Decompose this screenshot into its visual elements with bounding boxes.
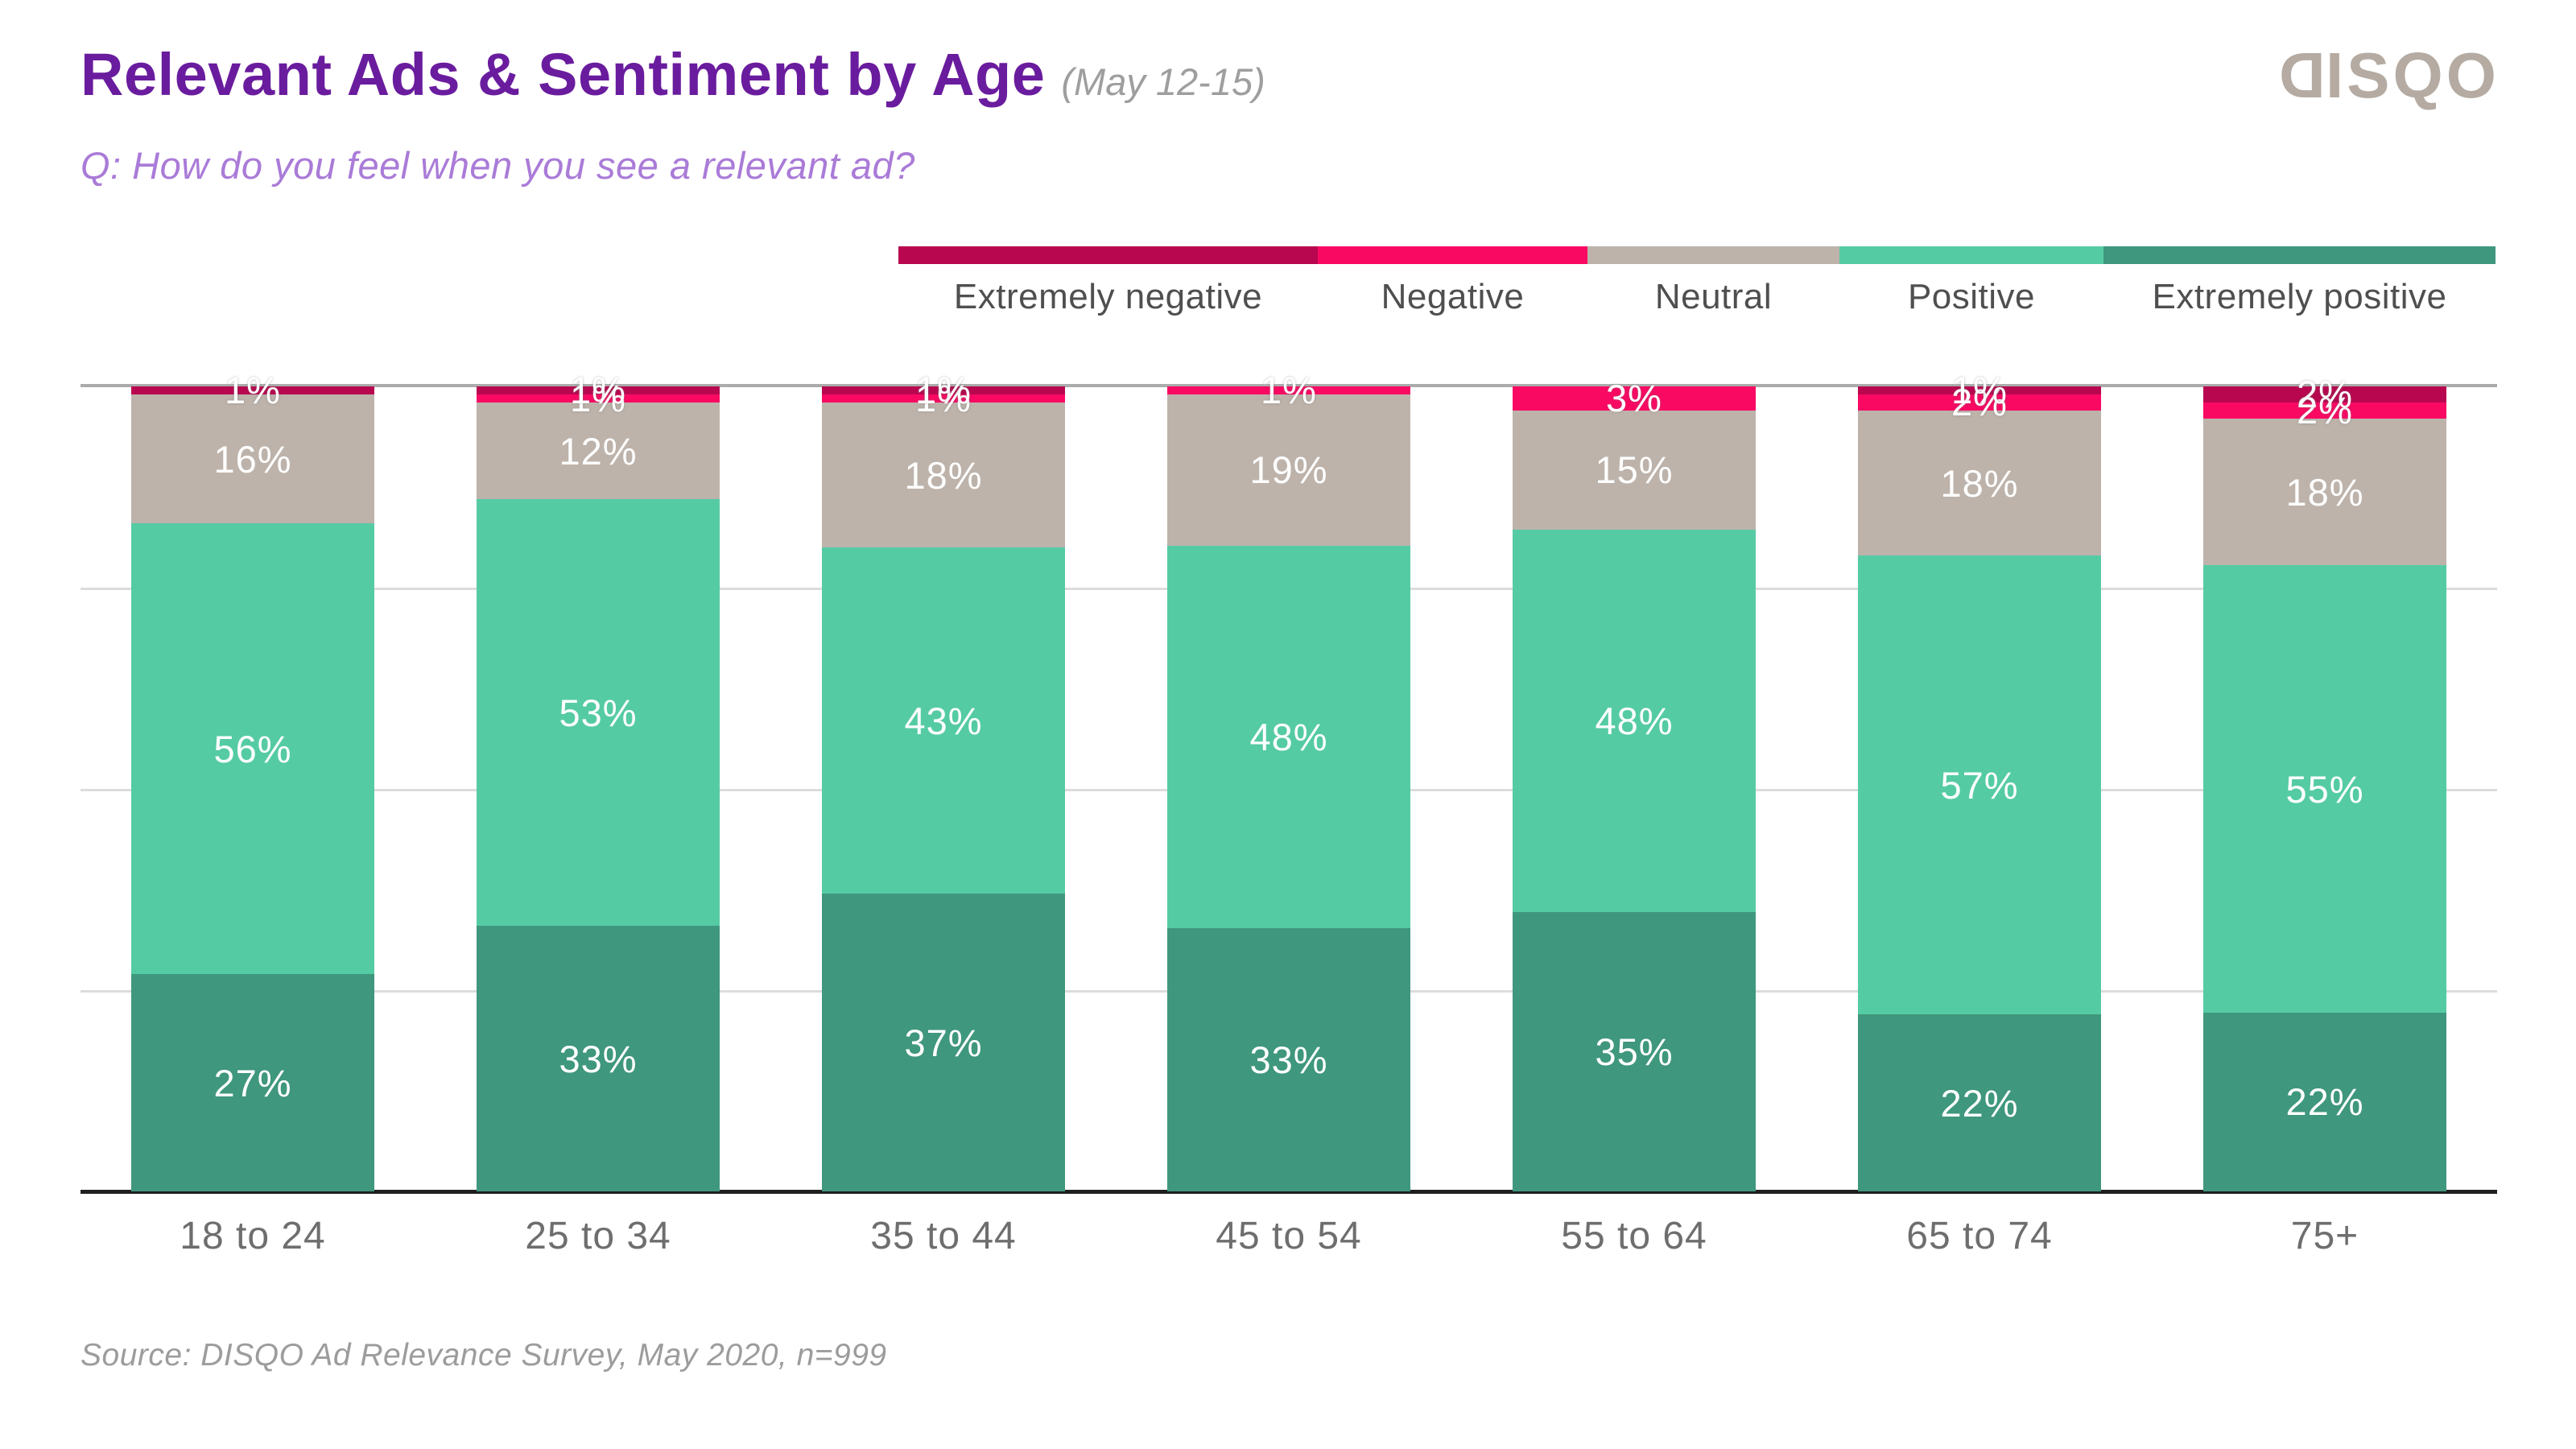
- x-axis-label-25-to-34: 25 to 34: [525, 1215, 671, 1257]
- bar-segment-negative: [822, 394, 1065, 402]
- x-axis-line: [80, 1190, 2497, 1194]
- bar-segment-negative: [1513, 386, 1756, 411]
- legend-label: Positive: [1907, 277, 2036, 316]
- bar-segment-extremely-positive: 35%: [1513, 912, 1756, 1191]
- segment-value-label: 33%: [559, 1037, 638, 1080]
- x-axis-label-35-to-44: 35 to 44: [870, 1215, 1017, 1257]
- bar-segment-extremely-positive: 27%: [131, 974, 374, 1191]
- legend-swatch: [1587, 246, 1839, 264]
- legend-swatch: [898, 246, 1318, 264]
- segment-value-label: 22%: [2285, 1080, 2364, 1124]
- gridline-100pct: [80, 384, 2497, 387]
- x-axis-label-45-to-54: 45 to 54: [1216, 1215, 1362, 1257]
- segment-value-label: 33%: [1249, 1038, 1328, 1082]
- segment-value-label: 48%: [1595, 700, 1674, 743]
- bar-segment-extremely-positive: 33%: [1167, 928, 1410, 1191]
- logo-letter-d: D: [2276, 39, 2326, 111]
- bar-group-75+: 22% 55% 18% 2% 2%: [2203, 373, 2446, 1191]
- bar-segment-negative: [1858, 394, 2101, 411]
- segment-value-label: 18%: [1940, 461, 2019, 505]
- bar-segment-extremely-negative: [477, 386, 720, 394]
- legend-item-negative: Negative: [1318, 246, 1587, 317]
- page-title: Relevant Ads & Sentiment by Age: [80, 41, 1046, 108]
- bar-segment-extremely-positive: 22%: [2203, 1012, 2446, 1191]
- segment-value-label: 35%: [1595, 1030, 1674, 1074]
- bar-segment-extremely-negative: [822, 386, 1065, 394]
- bar-segment-positive: 55%: [2203, 565, 2446, 1013]
- bar-segment-positive: 43%: [822, 547, 1065, 894]
- bar-segment-neutral: 19%: [1167, 394, 1410, 547]
- segment-value-label: 37%: [904, 1021, 983, 1064]
- segment-value-label: 15%: [1595, 448, 1674, 492]
- bar-segment-extremely-positive: 37%: [822, 894, 1065, 1191]
- bar-segment-extremely-positive: 22%: [1858, 1014, 2101, 1191]
- segment-value-label: 43%: [904, 699, 983, 742]
- bar-segment-negative: [477, 394, 720, 402]
- segment-value-label: 53%: [559, 691, 638, 734]
- chart-legend: Extremely negative Negative Neutral Positiv…: [898, 246, 2496, 317]
- bar-segment-positive: 57%: [1858, 555, 2101, 1014]
- x-axis-label-55-to-64: 55 to 64: [1561, 1215, 1707, 1257]
- segment-value-label: 18%: [904, 453, 983, 497]
- segment-value-label: 55%: [2285, 767, 2364, 811]
- bar-segment-neutral: 12%: [477, 402, 720, 499]
- legend-label: Extremely negative: [953, 277, 1263, 316]
- bar-segment-extremely-negative: [131, 386, 374, 394]
- bar-segment-positive: 56%: [131, 523, 374, 974]
- bar-group-55-to-64: 35% 48% 15% 3%: [1513, 377, 1756, 1191]
- header: Relevant Ads & Sentiment by Age (May 12-1…: [80, 40, 1265, 109]
- bar-group-35-to-44: 37% 43% 18% 1% 1%: [822, 369, 1065, 1191]
- bar-segment-extremely-negative: [1858, 386, 2101, 394]
- segment-value-label: 22%: [1940, 1081, 2019, 1125]
- bar-group-25-to-34: 33% 53% 12% 1% 1%: [477, 369, 720, 1191]
- bar-segment-neutral: 18%: [1858, 411, 2101, 555]
- logo-letters: ISQO: [2325, 39, 2500, 111]
- segment-value-label: 27%: [213, 1061, 292, 1104]
- bar-segment-positive: 48%: [1167, 546, 1410, 929]
- bar-group-45-to-54: 33% 48% 19% 1%: [1167, 369, 1410, 1191]
- legend-swatch: [1318, 246, 1587, 264]
- disqo-logo: DISQO: [2276, 39, 2500, 113]
- bar-segment-negative: [1167, 386, 1410, 394]
- bar-group-18-to-24: 27% 56% 16% 1%: [131, 369, 374, 1191]
- segment-value-label: 19%: [1249, 448, 1328, 492]
- bar-segment-negative: [2203, 402, 2446, 419]
- legend-item-positive: Positive: [1839, 246, 2103, 317]
- bar-segment-neutral: 18%: [2203, 419, 2446, 566]
- bar-segment-neutral: 16%: [131, 394, 374, 523]
- legend-label: Extremely positive: [2152, 277, 2447, 316]
- stacked-bar-chart: 27% 56% 16% 1% 18 to 24 33% 53% 12% 1% 1% 25 to 34…: [80, 369, 2497, 1257]
- legend-label: Negative: [1381, 277, 1525, 316]
- legend-item-extremely-negative: Extremely negative: [898, 246, 1318, 317]
- bar-segment-positive: 53%: [477, 499, 720, 926]
- legend-label: Neutral: [1654, 277, 1773, 316]
- legend-item-neutral: Neutral: [1587, 246, 1839, 317]
- bar-segment-positive: 48%: [1513, 530, 1756, 913]
- bar-segment-extremely-positive: 33%: [477, 926, 720, 1191]
- title-date-note: (May 12-15): [1061, 60, 1265, 103]
- source-note: Source: DISQO Ad Relevance Survey, May 2…: [80, 1338, 887, 1373]
- x-axis-label-75+: 75+: [2290, 1215, 2359, 1257]
- bar-group-65-to-74: 22% 57% 18% 2% 1%: [1858, 369, 2101, 1191]
- segment-value-label: 16%: [213, 437, 292, 481]
- segment-value-label: 57%: [1940, 763, 2019, 807]
- legend-swatch: [2103, 246, 2496, 264]
- legend-item-extremely-positive: Extremely positive: [2103, 246, 2496, 317]
- bar-segment-neutral: 18%: [822, 402, 1065, 547]
- segment-value-label: 48%: [1249, 716, 1328, 759]
- bar-segment-extremely-negative: [2203, 386, 2446, 403]
- x-axis-label-65-to-74: 65 to 74: [1906, 1215, 2053, 1257]
- segment-value-label: 12%: [559, 429, 638, 473]
- x-axis-label-18-to-24: 18 to 24: [180, 1215, 326, 1257]
- bar-segment-neutral: 15%: [1513, 410, 1756, 530]
- legend-swatch: [1839, 246, 2103, 264]
- survey-question: Q: How do you feel when you see a releva…: [80, 144, 915, 187]
- segment-value-label: 56%: [213, 727, 292, 770]
- segment-value-label: 18%: [2285, 470, 2364, 514]
